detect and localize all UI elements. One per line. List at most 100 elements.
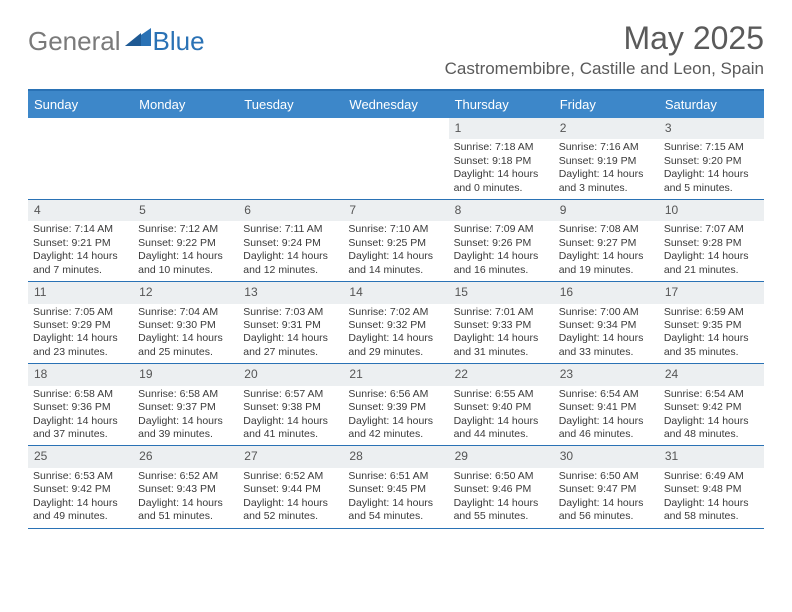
day-number: 17 bbox=[659, 282, 764, 303]
day-day2: and 5 minutes. bbox=[664, 182, 759, 195]
day-cell: 19Sunrise: 6:58 AMSunset: 9:37 PMDayligh… bbox=[133, 364, 238, 445]
day-sunrise: Sunrise: 6:53 AM bbox=[33, 470, 128, 483]
day-cell: 1Sunrise: 7:18 AMSunset: 9:18 PMDaylight… bbox=[449, 118, 554, 199]
day-sunrise: Sunrise: 6:52 AM bbox=[138, 470, 233, 483]
day-day1: Daylight: 14 hours bbox=[559, 168, 654, 181]
day-sunset: Sunset: 9:25 PM bbox=[348, 237, 443, 250]
day-sunset: Sunset: 9:24 PM bbox=[243, 237, 338, 250]
day-cell: 13Sunrise: 7:03 AMSunset: 9:31 PMDayligh… bbox=[238, 282, 343, 363]
day-sunset: Sunset: 9:27 PM bbox=[559, 237, 654, 250]
day-number: 24 bbox=[659, 364, 764, 385]
day-cell: 24 Sunrise: 6:54 AMSunset: 9:42 PMDayligh… bbox=[659, 364, 764, 445]
day-sunrise: Sunrise: 7:03 AM bbox=[243, 306, 338, 319]
day-sunrise: Sunrise: 6:51 AM bbox=[348, 470, 443, 483]
day-sunset: Sunset: 9:43 PM bbox=[138, 483, 233, 496]
day-sunset: Sunset: 9:31 PM bbox=[243, 319, 338, 332]
day-body: Sunrise: 6:55 AMSunset: 9:40 PMDaylight:… bbox=[449, 388, 554, 446]
day-number: 16 bbox=[554, 282, 659, 303]
day-sunset: Sunset: 9:20 PM bbox=[664, 155, 759, 168]
day-body: Sunrise: 7:12 AMSunset: 9:22 PMDaylight:… bbox=[133, 223, 238, 281]
day-day2: and 49 minutes. bbox=[33, 510, 128, 523]
day-number: 7 bbox=[343, 200, 448, 221]
day-sunset: Sunset: 9:45 PM bbox=[348, 483, 443, 496]
day-number: 20 bbox=[238, 364, 343, 385]
day-cell: 9Sunrise: 7:08 AMSunset: 9:27 PMDaylight… bbox=[554, 200, 659, 281]
day-sunset: Sunset: 9:21 PM bbox=[33, 237, 128, 250]
day-sunset: Sunset: 9:37 PM bbox=[138, 401, 233, 414]
day-header-wed: Wednesday bbox=[343, 91, 448, 118]
day-day2: and 23 minutes. bbox=[33, 346, 128, 359]
month-title: May 2025 bbox=[445, 20, 764, 57]
day-header-tue: Tuesday bbox=[238, 91, 343, 118]
week-row: 18 Sunrise: 6:58 AMSunset: 9:36 PMDayligh… bbox=[28, 364, 764, 446]
day-body: Sunrise: 6:50 AMSunset: 9:47 PMDaylight:… bbox=[554, 470, 659, 528]
day-sunrise: Sunrise: 7:07 AM bbox=[664, 223, 759, 236]
day-number: 18 bbox=[28, 364, 133, 385]
day-sunset: Sunset: 9:35 PM bbox=[664, 319, 759, 332]
day-day1: Daylight: 14 hours bbox=[243, 497, 338, 510]
day-day1: Daylight: 14 hours bbox=[243, 415, 338, 428]
day-day2: and 16 minutes. bbox=[454, 264, 549, 277]
day-cell: 30 Sunrise: 6:50 AMSunset: 9:47 PMDayligh… bbox=[554, 446, 659, 527]
day-sunrise: Sunrise: 7:00 AM bbox=[559, 306, 654, 319]
day-body: Sunrise: 7:15 AMSunset: 9:20 PMDaylight:… bbox=[659, 141, 764, 199]
day-cell: 29Sunrise: 6:50 AMSunset: 9:46 PMDayligh… bbox=[449, 446, 554, 527]
day-number: 11 bbox=[28, 282, 133, 303]
day-cell: 17Sunrise: 6:59 AMSunset: 9:35 PMDayligh… bbox=[659, 282, 764, 363]
day-body: Sunrise: 6:49 AMSunset: 9:48 PMDaylight:… bbox=[659, 470, 764, 528]
day-cell: 15Sunrise: 7:01 AMSunset: 9:33 PMDayligh… bbox=[449, 282, 554, 363]
day-sunrise: Sunrise: 7:09 AM bbox=[454, 223, 549, 236]
day-number: 2 bbox=[554, 118, 659, 139]
day-body: Sunrise: 6:58 AMSunset: 9:36 PMDaylight:… bbox=[28, 388, 133, 446]
day-day2: and 0 minutes. bbox=[454, 182, 549, 195]
day-sunset: Sunset: 9:44 PM bbox=[243, 483, 338, 496]
day-cell: 26Sunrise: 6:52 AMSunset: 9:43 PMDayligh… bbox=[133, 446, 238, 527]
day-cell: 22Sunrise: 6:55 AMSunset: 9:40 PMDayligh… bbox=[449, 364, 554, 445]
day-day1: Daylight: 14 hours bbox=[348, 415, 443, 428]
day-day1: Daylight: 14 hours bbox=[664, 415, 759, 428]
day-day1: Daylight: 14 hours bbox=[454, 415, 549, 428]
day-body: Sunrise: 6:54 AMSunset: 9:42 PMDaylight:… bbox=[659, 388, 764, 446]
day-number: 29 bbox=[449, 446, 554, 467]
day-day2: and 21 minutes. bbox=[664, 264, 759, 277]
day-number: 30 bbox=[554, 446, 659, 467]
day-number: 23 bbox=[554, 364, 659, 385]
logo: General Blue bbox=[28, 26, 205, 57]
day-sunrise: Sunrise: 7:18 AM bbox=[454, 141, 549, 154]
day-day2: and 46 minutes. bbox=[559, 428, 654, 441]
day-sunset: Sunset: 9:30 PM bbox=[138, 319, 233, 332]
day-cell: 23Sunrise: 6:54 AMSunset: 9:41 PMDayligh… bbox=[554, 364, 659, 445]
day-body: Sunrise: 7:10 AMSunset: 9:25 PMDaylight:… bbox=[343, 223, 448, 281]
day-day2: and 54 minutes. bbox=[348, 510, 443, 523]
day-day2: and 14 minutes. bbox=[348, 264, 443, 277]
day-cell bbox=[133, 118, 238, 199]
day-sunrise: Sunrise: 7:16 AM bbox=[559, 141, 654, 154]
day-day2: and 41 minutes. bbox=[243, 428, 338, 441]
header: General Blue May 2025 Castromembibre, Ca… bbox=[0, 0, 792, 83]
day-day1: Daylight: 14 hours bbox=[348, 497, 443, 510]
day-body: Sunrise: 7:16 AMSunset: 9:19 PMDaylight:… bbox=[554, 141, 659, 199]
day-day1: Daylight: 14 hours bbox=[138, 497, 233, 510]
day-number: 9 bbox=[554, 200, 659, 221]
day-number: 14 bbox=[343, 282, 448, 303]
day-header-mon: Monday bbox=[133, 91, 238, 118]
day-day1: Daylight: 14 hours bbox=[559, 250, 654, 263]
day-sunset: Sunset: 9:18 PM bbox=[454, 155, 549, 168]
day-day2: and 42 minutes. bbox=[348, 428, 443, 441]
day-cell: 18 Sunrise: 6:58 AMSunset: 9:36 PMDayligh… bbox=[28, 364, 133, 445]
day-number: 19 bbox=[133, 364, 238, 385]
day-body: Sunrise: 6:52 AMSunset: 9:43 PMDaylight:… bbox=[133, 470, 238, 528]
day-cell: 16Sunrise: 7:00 AMSunset: 9:34 PMDayligh… bbox=[554, 282, 659, 363]
day-sunset: Sunset: 9:26 PM bbox=[454, 237, 549, 250]
day-sunrise: Sunrise: 7:10 AM bbox=[348, 223, 443, 236]
day-body: Sunrise: 6:56 AMSunset: 9:39 PMDaylight:… bbox=[343, 388, 448, 446]
logo-triangle-icon bbox=[125, 26, 151, 51]
day-sunset: Sunset: 9:42 PM bbox=[664, 401, 759, 414]
day-day1: Daylight: 14 hours bbox=[33, 250, 128, 263]
day-sunset: Sunset: 9:32 PM bbox=[348, 319, 443, 332]
day-number: 31 bbox=[659, 446, 764, 467]
day-day2: and 51 minutes. bbox=[138, 510, 233, 523]
day-day2: and 7 minutes. bbox=[33, 264, 128, 277]
day-number: 12 bbox=[133, 282, 238, 303]
day-number: 3 bbox=[659, 118, 764, 139]
